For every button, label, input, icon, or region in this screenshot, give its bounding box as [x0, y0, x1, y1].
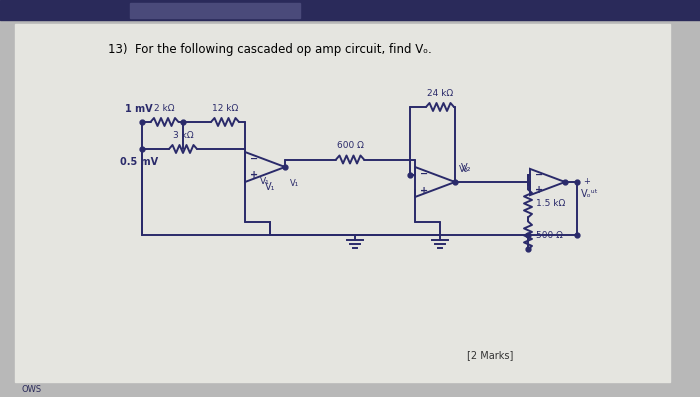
Text: V₁: V₁	[290, 179, 299, 187]
Text: 2 kΩ: 2 kΩ	[154, 104, 175, 113]
Text: −: −	[250, 154, 258, 164]
Text: 1.5 kΩ: 1.5 kΩ	[536, 199, 566, 208]
Text: OWS: OWS	[22, 385, 42, 393]
Text: 12 kΩ: 12 kΩ	[212, 104, 238, 113]
Text: +: +	[583, 177, 590, 187]
Text: 13)  For the following cascaded op amp circuit, find Vₒ.: 13) For the following cascaded op amp ci…	[108, 44, 432, 56]
Text: إدراج: إدراج	[607, 7, 620, 13]
Text: V₁: V₁	[260, 177, 270, 185]
Text: عرض: عرض	[326, 8, 340, 12]
Text: تصميم: تصميم	[552, 8, 578, 12]
Text: تخطيط: تخطيط	[509, 7, 535, 13]
Bar	[0, 0, 700, 20]
Text: −: −	[535, 170, 543, 179]
Text: 3 kΩ: 3 kΩ	[173, 131, 193, 140]
Text: مراجع: مراجع	[474, 7, 490, 13]
Bar	[130, 3, 300, 18]
Text: البحث في مربع النص: البحث في مربع النص	[182, 7, 248, 13]
Text: 600 Ω: 600 Ω	[337, 141, 363, 150]
Text: V₂: V₂	[461, 163, 472, 173]
Text: V₁: V₁	[265, 182, 275, 192]
Text: 500 Ω: 500 Ω	[536, 231, 563, 240]
Text: مراسلات: مراسلات	[414, 7, 443, 13]
Text: +: +	[420, 185, 428, 195]
Text: +: +	[250, 170, 258, 181]
Text: الصفحة الرئيسية: الصفحة الرئيسية	[615, 7, 680, 13]
Text: 0.5 mV: 0.5 mV	[120, 157, 158, 167]
Text: −: −	[420, 168, 428, 179]
Text: 1 mV: 1 mV	[125, 104, 153, 114]
Text: V₂: V₂	[459, 165, 469, 174]
Text: 24 kΩ: 24 kΩ	[427, 89, 453, 98]
Text: مراجعة: مراجعة	[374, 7, 393, 13]
Text: [2 Marks]: [2 Marks]	[467, 350, 513, 360]
Text: +: +	[535, 185, 543, 195]
Text: Vₒᵘᵗ: Vₒᵘᵗ	[581, 189, 598, 199]
